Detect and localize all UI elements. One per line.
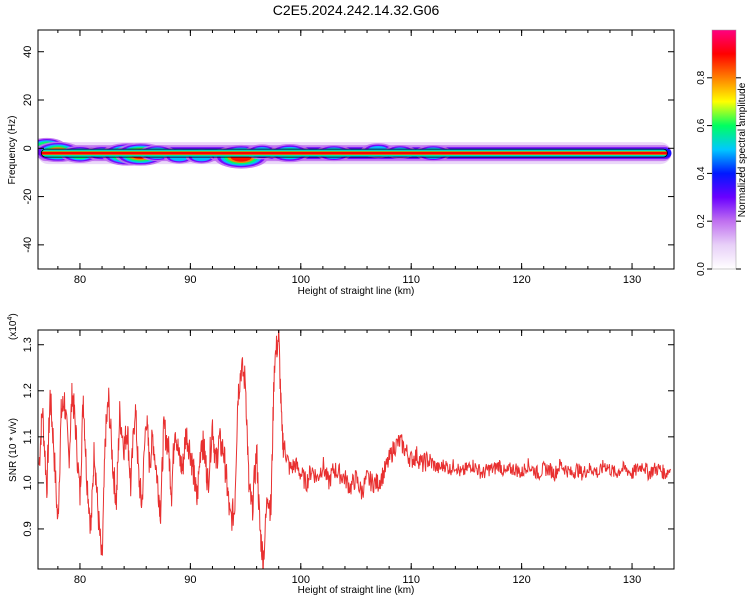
spectrogram-panel: 80 90 100 110 120 130 40 20 0 -20 -40 Height of s…	[7, 29, 675, 297]
colorbar-tick-label: 0.6	[696, 118, 707, 132]
spectrogram-frame	[37, 29, 675, 270]
spectrogram-y-label: Frequency (Hz)	[7, 116, 18, 185]
snr-xtick-label: 120	[512, 574, 530, 586]
snr-x-axis: 80 90 100 110 120 130	[57, 330, 655, 586]
spectrogram-xtick-label: 120	[512, 274, 530, 286]
colorbar-axis: 0.0 0.2 0.4 0.6 0.8	[696, 70, 741, 276]
snr-xtick-label: 110	[402, 574, 420, 586]
snr-xtick-label: 130	[623, 574, 641, 586]
snr-x-label: Height of straight line (km)	[298, 585, 415, 596]
snr-xtick-label: 90	[184, 574, 196, 586]
snr-y-label: SNR (10 * v/v)	[8, 418, 19, 482]
snr-panel: 80 90 100 110 120 130 0.9 1.0 1.1 1.2 1.3 Height …	[7, 313, 675, 596]
spectrogram-ytick-label: 20	[22, 94, 34, 106]
snr-multiplier-exponent: 4	[7, 317, 14, 321]
snr-ytick-label: 1.2	[22, 383, 34, 398]
snr-multiplier: (x104)	[7, 313, 19, 340]
snr-background	[38, 330, 674, 569]
spectrogram-xtick-label: 80	[74, 274, 86, 286]
spectrogram-x-axis: 80 90 100 110 120 130	[57, 30, 655, 286]
spectrogram-xtick-label: 130	[623, 274, 641, 286]
snr-xtick-label: 100	[292, 574, 310, 586]
snr-ytick-label: 1.3	[22, 337, 34, 352]
spectrogram-xtick-label: 100	[292, 274, 310, 286]
colorbar-label: Normalized spectral amplitude	[737, 82, 748, 217]
snr-frame	[37, 329, 675, 570]
colorbar-tick-label: 0.8	[696, 70, 707, 84]
colorbar: 0.0 0.2 0.4 0.6 0.8 Normalized spectral ampl…	[696, 29, 748, 276]
snr-ytick-label: 1.0	[22, 475, 34, 490]
spectrogram-y-axis: 40 20 0 -20 -40	[22, 46, 674, 253]
spectrogram-ytick-label: -40	[22, 237, 34, 253]
spectrogram-xtick-label: 110	[402, 274, 420, 286]
spectrogram-ytick-label: -20	[22, 189, 34, 205]
snr-ytick-label: 0.9	[22, 521, 34, 536]
spectrogram-x-label: Height of straight line (km)	[298, 286, 415, 297]
spectrogram-ytick-label: 40	[22, 46, 34, 58]
snr-series-line	[38, 330, 672, 569]
spectrogram-ridge	[41, 151, 668, 155]
colorbar-tick-label: 0.0	[696, 262, 707, 276]
spectrogram-ytick-label: 0	[22, 145, 34, 151]
snr-xtick-label: 80	[74, 574, 86, 586]
figure-title: C2E5.2024.242.14.32.G06	[273, 2, 440, 18]
spectrogram-image	[38, 137, 672, 169]
colorbar-bar	[711, 29, 737, 270]
snr-ytick-label: 1.1	[22, 429, 34, 444]
spectrogram-xtick-label: 90	[184, 274, 196, 286]
colorbar-tick-label: 0.2	[696, 214, 707, 228]
snr-multiplier-base: (x10	[8, 320, 19, 340]
snr-y-axis: 0.9 1.0 1.1 1.2 1.3	[22, 337, 674, 537]
svg-text:(x104): (x104)	[7, 313, 19, 340]
spectrogram-ridge-outline	[40, 148, 668, 158]
colorbar-tick-label: 0.4	[696, 166, 707, 180]
